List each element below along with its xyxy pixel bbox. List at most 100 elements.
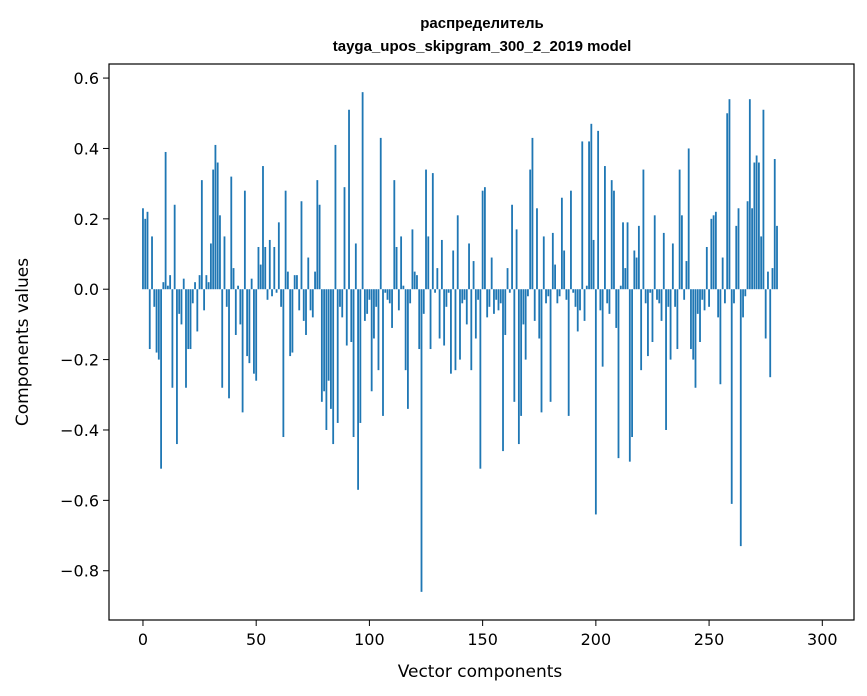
bar-266 — [744, 289, 747, 297]
bar-85 — [334, 144, 337, 290]
bar-139 — [456, 215, 459, 290]
bar-209 — [615, 289, 618, 328]
bar-111 — [393, 180, 396, 290]
bar-90 — [345, 289, 348, 346]
bar-91 — [348, 109, 350, 290]
bar-181 — [551, 232, 554, 290]
bar-17 — [180, 289, 183, 325]
bar-159 — [502, 289, 504, 452]
bar-275 — [764, 289, 767, 339]
bar-29 — [207, 282, 210, 290]
bar-196 — [585, 285, 588, 290]
bar-240 — [685, 261, 688, 290]
bar-239 — [683, 289, 686, 300]
bar-48 — [250, 278, 253, 290]
bar-121 — [416, 275, 418, 290]
bar-78 — [318, 204, 321, 290]
bar-264 — [739, 289, 742, 547]
bar-238 — [681, 215, 683, 290]
bar-174 — [536, 208, 538, 290]
bar-81 — [325, 289, 328, 430]
bar-77 — [316, 180, 319, 290]
bar-135 — [447, 289, 450, 293]
bar-187 — [565, 289, 568, 300]
bar-212 — [622, 222, 624, 290]
bar-31 — [212, 169, 215, 290]
bar-168 — [522, 289, 525, 325]
bar-193 — [579, 289, 581, 311]
bar-114 — [400, 236, 403, 290]
bar-9 — [162, 282, 165, 290]
bar-144 — [468, 243, 470, 290]
bar-20 — [187, 289, 190, 350]
bar-145 — [470, 289, 473, 371]
bar-262 — [735, 225, 738, 290]
bar-80 — [323, 289, 326, 392]
bar-208 — [613, 190, 615, 290]
bar-179 — [547, 289, 550, 297]
bar-253 — [714, 211, 717, 290]
bar-92 — [350, 289, 353, 342]
bar-171 — [529, 169, 532, 290]
bar-12 — [169, 275, 172, 290]
bar-161 — [506, 268, 509, 290]
bar-133 — [443, 289, 446, 346]
x-axis-label: Vector components — [398, 662, 563, 682]
bar-62 — [282, 289, 285, 438]
bar-194 — [581, 141, 584, 290]
bar-61 — [280, 289, 282, 307]
y-tick-label: −0.4 — [60, 421, 99, 440]
bar-221 — [642, 169, 645, 290]
bar-7 — [157, 289, 160, 360]
bar-244 — [694, 289, 697, 388]
bar-14 — [173, 204, 176, 290]
bar-69 — [298, 289, 301, 311]
bar-65 — [289, 289, 292, 357]
bar-73 — [307, 257, 310, 290]
bar-272 — [757, 162, 760, 290]
bar-24 — [196, 289, 199, 332]
bar-213 — [624, 268, 627, 290]
bar-89 — [343, 187, 346, 290]
bar-273 — [760, 236, 763, 290]
bar-143 — [465, 289, 468, 325]
bar-8 — [160, 289, 162, 469]
bar-163 — [511, 204, 513, 290]
bar-68 — [296, 275, 298, 290]
bar-189 — [570, 190, 572, 290]
bar-21 — [189, 289, 192, 350]
y-tick-label: −0.8 — [60, 562, 99, 581]
bar-261 — [733, 289, 735, 304]
bar-23 — [194, 282, 196, 290]
bar-268 — [748, 99, 751, 290]
bar-228 — [658, 289, 661, 304]
bar-251 — [710, 218, 713, 290]
bar-166 — [517, 289, 520, 445]
bar-279 — [773, 159, 776, 290]
bar-122 — [418, 289, 421, 350]
y-tick-label: −0.6 — [60, 491, 99, 510]
bar-280 — [776, 225, 778, 290]
bar-28 — [205, 275, 208, 290]
bar-71 — [302, 289, 305, 321]
bar-136 — [450, 289, 452, 374]
bar-205 — [606, 289, 609, 304]
bar-132 — [440, 239, 443, 290]
bar-86 — [336, 289, 339, 423]
bar-27 — [203, 289, 206, 311]
bar-52 — [259, 264, 262, 290]
bar-35 — [221, 289, 224, 388]
bar-246 — [699, 289, 701, 342]
bar-230 — [662, 232, 665, 290]
bar-137 — [452, 250, 455, 290]
bar-88 — [341, 289, 344, 318]
bar-44 — [241, 289, 244, 413]
bar-63 — [284, 190, 287, 290]
bar-76 — [314, 271, 316, 290]
bar-207 — [610, 180, 613, 290]
bar-120 — [413, 271, 416, 290]
bar-192 — [576, 289, 579, 332]
bar-83 — [330, 289, 332, 409]
bar-117 — [407, 289, 409, 409]
